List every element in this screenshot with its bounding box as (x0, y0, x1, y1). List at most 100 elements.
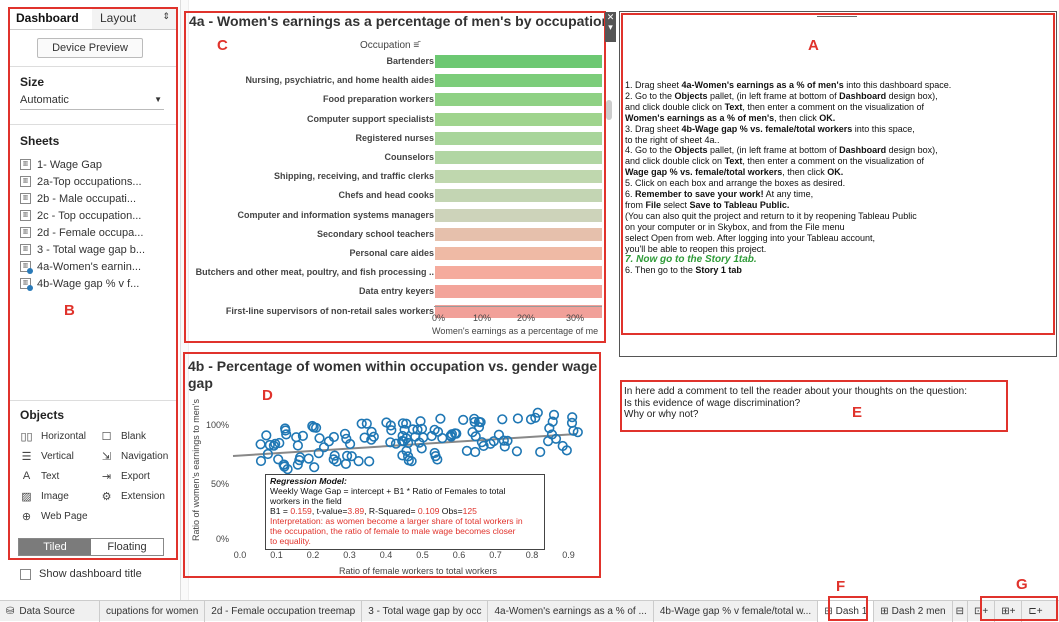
close-icon[interactable]: ✕ (606, 12, 615, 22)
scatter-point (329, 450, 340, 461)
sheet-item[interactable]: ▥ 4a-Women's earnin... (20, 258, 141, 275)
occupation-header[interactable]: Occupation ≡̄ (360, 40, 419, 51)
x-tick: 0.2 (307, 550, 320, 560)
scatter-point (353, 455, 364, 467)
object-web-page[interactable]: ⊕ Web Page (20, 510, 88, 523)
sheet-tab[interactable]: 2d - Female occupation treemap (205, 600, 363, 622)
object-vertical[interactable]: ☰ Vertical (20, 450, 74, 463)
scatter-point (294, 452, 306, 463)
reg-line2: workers in the field (270, 496, 342, 506)
line: 6. Remember to save your work! At any ti… (625, 189, 814, 200)
object-navigation[interactable]: ⇲ Navigation (100, 450, 168, 463)
sheet-item[interactable]: ▥ 2a-Top occupations... (20, 173, 142, 190)
data-source-tab[interactable]: ⛁ Data Source (0, 600, 100, 622)
scatter-point (268, 440, 279, 451)
line: 6. Then go to the Story 1 tab (625, 265, 742, 276)
instructions-text[interactable]: 1. Drag sheet 4a-Women's earnings as a %… (625, 80, 955, 276)
object-label: Vertical (41, 451, 74, 462)
bar[interactable] (435, 208, 602, 222)
object-extension[interactable]: ⚙ Extension (100, 490, 165, 503)
bar[interactable] (435, 131, 602, 145)
device-preview-button[interactable]: Device Preview (37, 38, 143, 58)
x-tick: 30% (566, 313, 585, 323)
new-dashboard-icon[interactable]: ⊞+ (995, 600, 1023, 622)
bar[interactable] (435, 285, 602, 299)
dashboard-icon[interactable]: ⊟ (953, 600, 968, 622)
scatter-point (278, 459, 289, 470)
reg-title: Regression Model: (270, 476, 347, 486)
sheet-tab[interactable]: cupations for women (100, 600, 206, 622)
sort-icon[interactable]: ≡̄ (413, 40, 420, 51)
line: on your computer or in Skybox, and from … (625, 221, 845, 232)
bar-label: Personal care aides (349, 248, 434, 258)
scatter-point (469, 416, 480, 428)
bar[interactable] (435, 247, 602, 260)
sheet-item[interactable]: ▥ 2c - Top occupation... (20, 207, 141, 224)
line: Is this evidence of wage discrimination? (624, 397, 801, 409)
sheet-tab[interactable]: 3 - Total wage gap by occ (362, 600, 489, 622)
sheet-tab[interactable]: 4a-Women's earnings as a % of ... (488, 600, 654, 622)
sheet-used-icon: ▥ (20, 261, 33, 274)
line: and click double click on Text, then ent… (625, 101, 925, 112)
text-box-container[interactable] (619, 11, 1057, 357)
line: 7. Now go to the Story 1tab. (625, 253, 757, 265)
object-image[interactable]: ▨ Image (20, 490, 69, 503)
line: 5. Click on each box and arrange the box… (625, 178, 846, 189)
new-story-icon[interactable]: ⊏+ (1028, 605, 1043, 617)
divider (8, 124, 176, 125)
bar[interactable] (435, 74, 602, 88)
tab-dashboard[interactable]: Dashboard (16, 11, 79, 25)
bar[interactable] (435, 170, 602, 184)
bar[interactable] (435, 151, 602, 164)
scrollbar-thumb[interactable] (606, 100, 612, 120)
sheet-tab[interactable]: 4b-Wage gap % v female/total w... (654, 600, 819, 622)
line: (You can also quit the project and retur… (625, 210, 917, 221)
dashboard-tab-dash2[interactable]: ⊞ Dash 2 men (874, 600, 953, 622)
sheet-label: 3 - Total wage gap b... (37, 243, 146, 256)
sheet-label: 4b-Wage gap % v f... (37, 277, 140, 290)
bar[interactable] (435, 189, 602, 203)
scatter-point (280, 425, 291, 436)
floating-button[interactable]: Floating (107, 541, 147, 553)
bar[interactable] (435, 112, 602, 126)
scatter-point (297, 430, 308, 442)
reg-stats: B1 = 0.159, t-value=3.89, R-Squared= 0.1… (270, 506, 477, 516)
scatter-point (548, 409, 560, 420)
object-horizontal[interactable]: ▯▯ Horizontal (20, 430, 86, 443)
scatter-point (493, 429, 505, 440)
dropdown-icon[interactable]: ▾ (608, 22, 613, 32)
sheet-label: 4a-Women's earnin... (37, 260, 142, 273)
objects-title: Objects (20, 408, 65, 422)
sheet-icon: ▥ (20, 193, 31, 204)
sheet-item[interactable]: ▥ 2b - Male occupati... (20, 190, 136, 207)
container-controls[interactable]: ✕ ▾ (605, 12, 616, 42)
sheet-item[interactable]: ▥ 3 - Total wage gap b... (20, 241, 145, 258)
show-title-checkbox[interactable]: Show dashboard title (20, 568, 142, 580)
bar[interactable] (435, 227, 602, 241)
bar[interactable] (435, 93, 602, 107)
object-text[interactable]: A Text (20, 470, 60, 482)
scatter-point (273, 454, 284, 465)
object-blank[interactable]: ☐ Blank (100, 430, 146, 443)
scatter-point (255, 439, 266, 450)
x-tick: 0.1 (270, 550, 283, 560)
tiled-button[interactable]: Tiled (19, 539, 91, 555)
sheet-item[interactable]: ▥ 2d - Female occupa... (20, 224, 143, 241)
bar-label: Data entry keyers (358, 286, 434, 297)
regression-box[interactable]: Regression Model: Weekly Wage Gap = inte… (265, 474, 545, 550)
sheet-item[interactable]: ▥ 4b-Wage gap % v f... (20, 275, 139, 292)
size-select[interactable]: Automatic ▼ (20, 94, 164, 110)
sheet-item[interactable]: ▥ 1- Wage Gap (20, 156, 102, 173)
bar-label: Computer and information systems manager… (237, 209, 434, 220)
bar[interactable] (435, 304, 602, 318)
comment-text[interactable]: In here add a comment to tell the reader… (624, 386, 967, 421)
tab-layout[interactable]: Layout ⇕ (92, 8, 176, 29)
bar[interactable] (435, 55, 602, 68)
x-tick: 0.4 (380, 550, 393, 560)
object-label: Export (121, 471, 150, 482)
bar[interactable] (435, 266, 602, 280)
object-label: Image (41, 491, 69, 502)
reg-line1: Weekly Wage Gap = intercept + B1 * Ratio… (270, 486, 506, 496)
scatter-point (309, 462, 320, 473)
object-export[interactable]: ⇥ Export (100, 470, 150, 483)
